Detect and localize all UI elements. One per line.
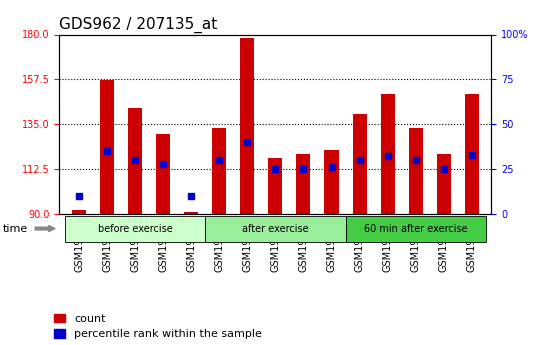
Bar: [128, 108, 142, 214]
Bar: [437, 154, 451, 214]
Bar: [240, 39, 254, 214]
Bar: [409, 128, 423, 214]
Text: after exercise: after exercise: [242, 224, 309, 234]
Bar: [381, 94, 395, 214]
Text: 60 min after exercise: 60 min after exercise: [364, 224, 468, 234]
Bar: [325, 150, 339, 214]
Bar: [184, 212, 198, 214]
Text: GDS962 / 207135_at: GDS962 / 207135_at: [59, 17, 218, 33]
Bar: [353, 114, 367, 214]
Bar: [465, 94, 479, 214]
Text: before exercise: before exercise: [98, 224, 172, 234]
Bar: [268, 158, 282, 214]
Bar: [212, 128, 226, 214]
Bar: [156, 134, 170, 214]
Text: time: time: [3, 224, 28, 234]
Bar: [205, 216, 346, 242]
Legend: count, percentile rank within the sample: count, percentile rank within the sample: [54, 314, 262, 339]
Bar: [100, 80, 114, 214]
Bar: [296, 154, 310, 214]
Bar: [72, 210, 86, 214]
Bar: [65, 216, 205, 242]
Bar: [346, 216, 486, 242]
